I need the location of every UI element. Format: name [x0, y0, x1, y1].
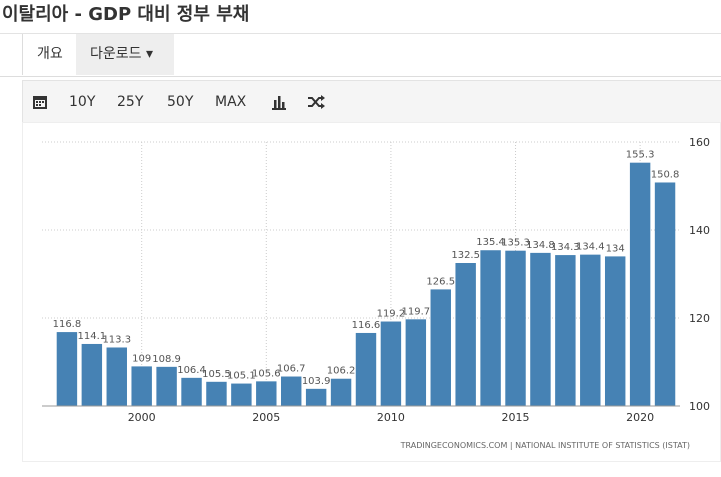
data-label: 109 [132, 353, 151, 364]
data-label: 105.6 [252, 368, 281, 379]
bar [206, 381, 227, 406]
data-label: 108.9 [152, 354, 181, 365]
bar [430, 289, 451, 406]
x-tick-label: 2005 [252, 411, 280, 424]
data-label: 106.7 [277, 364, 306, 375]
x-tick-label: 2010 [377, 411, 405, 424]
data-label: 113.3 [102, 334, 131, 345]
toolbar: 10Y 25Y 50Y MAX [22, 80, 721, 124]
bar [629, 162, 651, 406]
data-label: 114.1 [78, 331, 107, 342]
data-label: 105.1 [227, 371, 256, 382]
range-button[interactable]: 25Y [117, 94, 144, 110]
bar [256, 381, 277, 406]
range-button[interactable]: 50Y [167, 94, 194, 110]
bar [81, 343, 103, 406]
x-tick-label: 2020 [626, 411, 654, 424]
bar [555, 255, 576, 406]
data-label: 106.2 [327, 366, 356, 377]
y-tick-label: 120 [689, 312, 710, 325]
data-label: 119.7 [402, 306, 431, 317]
y-tick-label: 100 [689, 400, 710, 413]
data-label: 126.5 [426, 276, 455, 287]
data-label: 134 [606, 243, 625, 254]
bar [131, 366, 152, 406]
bar [380, 321, 402, 406]
shuffle-icon[interactable] [307, 94, 325, 110]
range-button[interactable]: MAX [215, 94, 247, 110]
data-label: 134.4 [576, 242, 605, 253]
data-label: 134.8 [526, 240, 555, 251]
bar [455, 263, 476, 406]
x-tick-label: 2015 [502, 411, 530, 424]
bar-icon[interactable] [271, 94, 287, 110]
source: TRADINGECONOMICS.COM | NATIONAL INSTITUT… [400, 441, 690, 450]
y-tick-label: 140 [689, 224, 710, 237]
tab-bar: 개요 다운로드 ▾ [0, 33, 721, 77]
data-label: 150.8 [651, 169, 680, 180]
x-tick-label: 2000 [128, 411, 156, 424]
bar [181, 377, 202, 406]
data-label: 116.8 [53, 319, 82, 330]
bar [480, 250, 501, 406]
bar [156, 366, 177, 406]
bar [355, 332, 377, 406]
bar [281, 376, 302, 406]
data-label: 116.6 [352, 320, 381, 331]
bar [330, 378, 352, 406]
page-title: 이탈리아 - GDP 대비 정부 부채 [2, 4, 250, 25]
chart: TRADINGECONOMICS.COM | NATIONAL INSTITUT… [22, 122, 721, 462]
data-label: 135.4 [476, 237, 505, 248]
bar [405, 319, 427, 406]
data-label: 134.3 [551, 242, 580, 253]
data-label: 106.4 [177, 365, 206, 376]
tab-label: 다운로드 [90, 46, 142, 62]
bar [106, 347, 127, 406]
tab[interactable]: 다운로드 ▾ [76, 34, 174, 75]
data-label: 135.3 [501, 238, 530, 249]
bar [604, 256, 626, 406]
calendar-icon[interactable] [32, 94, 48, 110]
bar [530, 252, 551, 406]
data-label: 155.3 [626, 150, 655, 161]
data-label: 119.2 [377, 309, 406, 320]
data-label: 105.5 [202, 369, 231, 380]
data-label: 132.5 [451, 250, 480, 261]
y-tick-label: 160 [689, 136, 710, 149]
bar [505, 250, 526, 406]
data-label: 103.9 [302, 376, 331, 387]
bar [580, 254, 601, 406]
bar [654, 182, 676, 406]
bar [231, 383, 252, 406]
range-button[interactable]: 10Y [69, 94, 96, 110]
bar [305, 388, 327, 406]
tab[interactable]: 개요 [22, 34, 78, 75]
bar [56, 332, 78, 406]
